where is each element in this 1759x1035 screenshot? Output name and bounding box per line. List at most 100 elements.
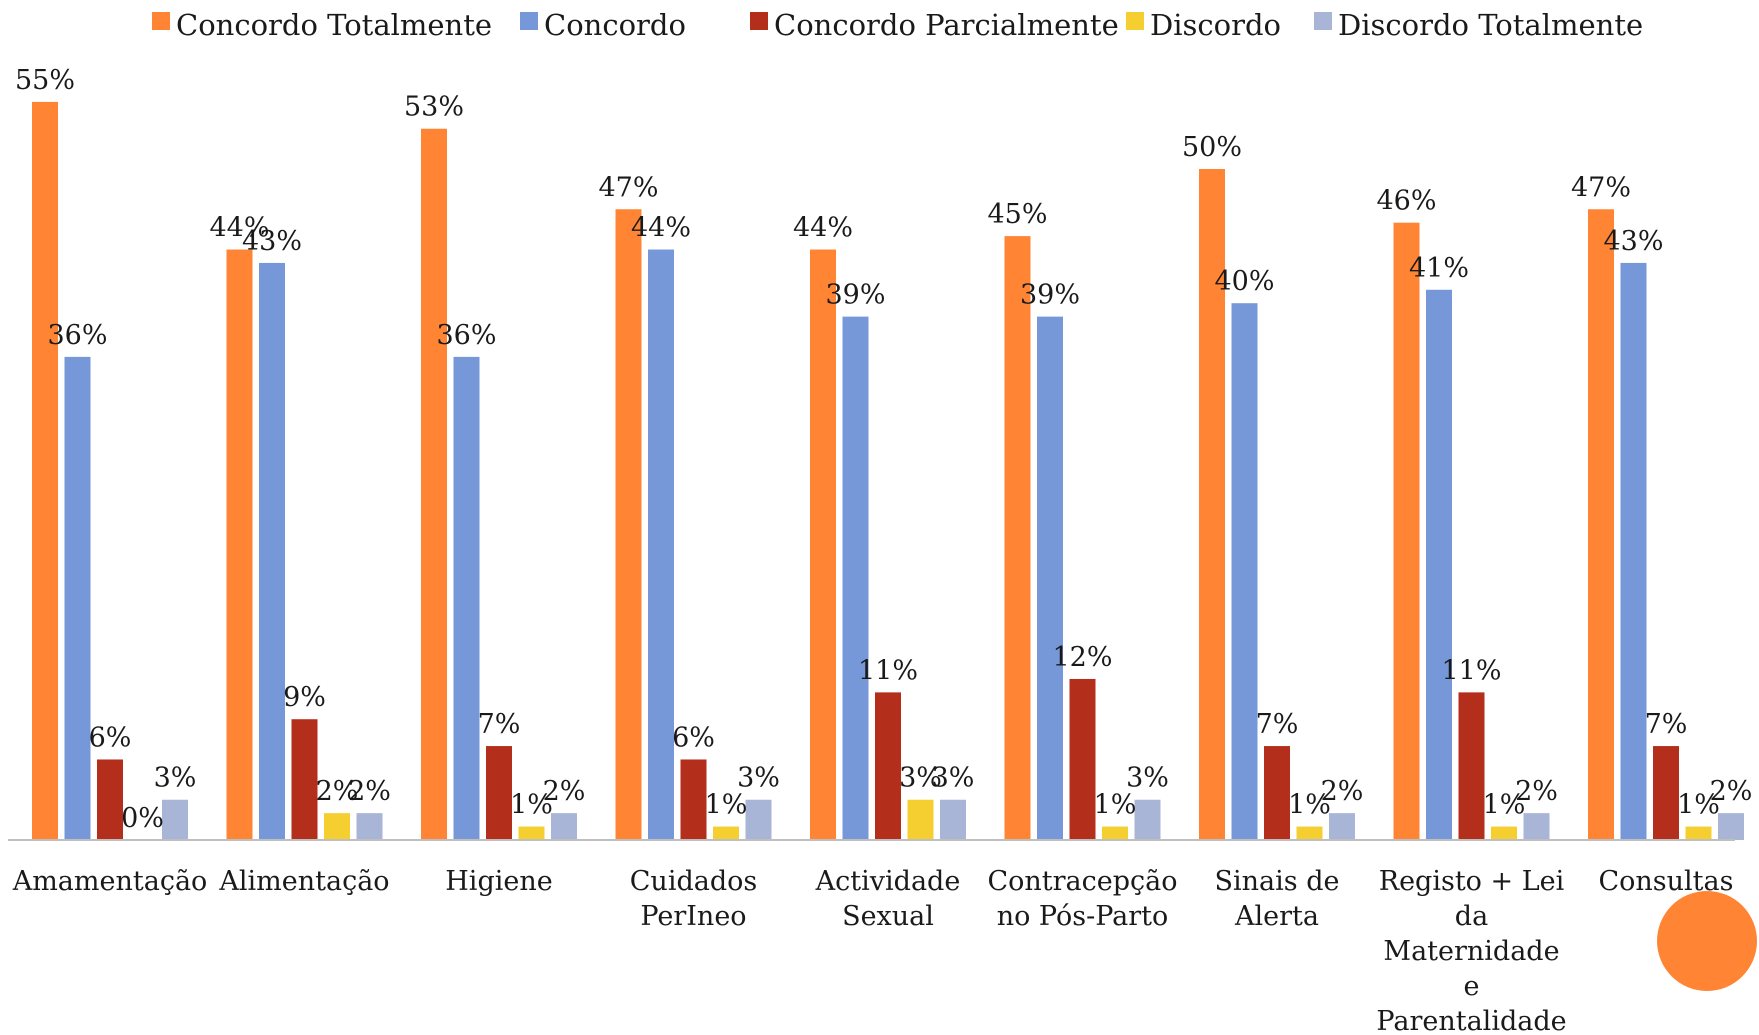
- bar-consultas-concordo-parcialmente: [1653, 746, 1679, 840]
- data-label: 55%: [15, 65, 75, 96]
- bar-consultas-discordo: [1685, 826, 1712, 840]
- bar-alimentacao-discordo: [324, 813, 350, 840]
- bar-consultas-concordo-totalmente: [1588, 209, 1614, 840]
- data-labels: 55%36%6%0%3%44%43%9%2%2%53%36%7%1%2%47%4…: [15, 65, 1752, 834]
- data-label: 1%: [705, 790, 748, 821]
- decorative-circle: [1657, 891, 1757, 991]
- bar-registo-lei-da-maternidade-e-parentalidade-concordo: [1426, 289, 1452, 840]
- bar-actividade-sexual-concordo: [842, 316, 869, 840]
- bar-amamentacao-concordo: [64, 356, 91, 840]
- data-label: 36%: [47, 320, 107, 351]
- data-label: 47%: [1571, 172, 1631, 203]
- category-label-contracepcao-no-pos-parto: Contracepção no Pós-Parto: [987, 866, 1177, 932]
- data-label: 7%: [478, 709, 521, 740]
- data-label: 1%: [1677, 790, 1720, 821]
- data-label: 41%: [1409, 253, 1469, 284]
- data-label: 1%: [1483, 790, 1526, 821]
- category-labels: Amamentação Alimentação Higiene Cuidados Per…: [12, 866, 1734, 1035]
- bar-higiene-discordo-totalmente: [551, 813, 577, 840]
- legend-label-concordo: Concordo: [544, 8, 686, 42]
- category-label-cuidados-perineo: Cuidados PerIneo: [630, 866, 757, 932]
- bar-higiene-concordo-totalmente: [421, 128, 447, 841]
- category-label-sinais-de-alerta: Sinais de Alerta: [1215, 866, 1340, 932]
- bars: [32, 101, 1744, 841]
- data-label: 46%: [1376, 186, 1436, 217]
- category-label-actividade-sexual: Actividade Sexual: [815, 866, 961, 932]
- data-label: 44%: [209, 213, 269, 244]
- bar-consultas-discordo-totalmente: [1718, 813, 1744, 840]
- data-label: 40%: [1214, 266, 1274, 297]
- data-label: 1%: [1094, 790, 1137, 821]
- bar-actividade-sexual-concordo-totalmente: [810, 249, 836, 840]
- data-label: 2%: [1321, 776, 1364, 807]
- bar-alimentacao-concordo-parcialmente: [291, 719, 318, 840]
- data-label: 7%: [1256, 709, 1299, 740]
- data-label: 3%: [899, 763, 942, 794]
- data-label: 3%: [737, 763, 780, 794]
- bar-actividade-sexual-concordo-parcialmente: [875, 692, 901, 840]
- bar-amamentacao-concordo-parcialmente: [97, 759, 123, 840]
- bar-cuidados-perineo-discordo: [713, 826, 739, 840]
- bar-contracepcao-no-pos-parto-concordo: [1037, 316, 1063, 840]
- data-label: 45%: [987, 199, 1047, 230]
- bar-higiene-concordo-parcialmente: [486, 746, 512, 840]
- data-label: 1%: [1288, 790, 1331, 821]
- data-label: 3%: [1126, 763, 1169, 794]
- category-label-alimentacao: Alimentação: [218, 866, 389, 897]
- data-label: 47%: [598, 172, 658, 203]
- data-label: 11%: [858, 655, 918, 686]
- legend-label-concordo-parcialmente: Concordo Parcialmente: [774, 8, 1119, 42]
- legend-swatch-concordo: [520, 12, 538, 30]
- data-label: 3%: [932, 763, 975, 794]
- bar-registo-lei-da-maternidade-e-parentalidade-discordo: [1491, 826, 1517, 840]
- data-label: 44%: [793, 213, 853, 244]
- data-label: 50%: [1182, 132, 1242, 163]
- data-label: 53%: [404, 92, 464, 123]
- bar-cuidados-perineo-discordo-totalmente: [745, 799, 772, 840]
- data-label: 6%: [672, 722, 715, 753]
- data-label: 9%: [283, 682, 326, 713]
- legend-swatch-discordo: [1126, 12, 1144, 30]
- bar-registo-lei-da-maternidade-e-parentalidade-discordo-totalmente: [1523, 813, 1550, 840]
- data-label: 39%: [825, 280, 885, 311]
- data-label: 2%: [1515, 776, 1558, 807]
- bar-amamentacao-concordo-totalmente: [32, 101, 58, 840]
- category-label-higiene: Higiene: [445, 866, 552, 897]
- legend-swatch-discordo-totalmente: [1314, 12, 1332, 30]
- data-label: 2%: [543, 776, 586, 807]
- legend-label-discordo-totalmente: Discordo Totalmente: [1338, 8, 1643, 42]
- bar-sinais-de-alerta-concordo-totalmente: [1199, 169, 1225, 840]
- bar-alimentacao-concordo-totalmente: [226, 249, 253, 840]
- bar-alimentacao-discordo-totalmente: [356, 813, 383, 840]
- bar-sinais-de-alerta-discordo-totalmente: [1329, 813, 1355, 840]
- bar-consultas-concordo: [1620, 262, 1647, 840]
- data-label: 2%: [316, 776, 359, 807]
- bar-contracepcao-no-pos-parto-discordo-totalmente: [1134, 799, 1161, 840]
- legend-swatch-concordo-parcialmente: [750, 12, 768, 30]
- bar-cuidados-perineo-concordo: [648, 249, 674, 840]
- bar-actividade-sexual-discordo-totalmente: [940, 799, 966, 840]
- category-label-registo-lei-da-maternidade-e-parentalidade: Registo + Lei da Maternidade e Parentalidade: [1376, 866, 1566, 1035]
- bar-contracepcao-no-pos-parto-concordo-totalmente: [1004, 236, 1031, 841]
- data-label: 0%: [121, 803, 164, 834]
- bar-contracepcao-no-pos-parto-concordo-parcialmente: [1069, 678, 1096, 840]
- bar-sinais-de-alerta-discordo: [1296, 826, 1323, 840]
- bar-higiene-discordo: [518, 826, 545, 840]
- bar-registo-lei-da-maternidade-e-parentalidade-concordo-totalmente: [1393, 222, 1420, 840]
- bar-amamentacao-discordo-totalmente: [162, 799, 188, 840]
- bar-cuidados-perineo-concordo-parcialmente: [680, 759, 707, 840]
- bar-sinais-de-alerta-concordo-parcialmente: [1264, 746, 1290, 840]
- bar-higiene-concordo: [453, 356, 480, 840]
- data-label: 44%: [631, 213, 691, 244]
- bar-alimentacao-concordo: [259, 262, 285, 840]
- data-label: 2%: [1710, 776, 1753, 807]
- legend-label-concordo-totalmente: Concordo Totalmente: [176, 8, 492, 42]
- data-label: 1%: [510, 790, 553, 821]
- data-label: 43%: [1603, 226, 1663, 257]
- data-label: 6%: [89, 722, 132, 753]
- bar-sinais-de-alerta-concordo: [1231, 303, 1258, 840]
- legend-swatch-concordo-totalmente: [152, 12, 170, 30]
- bar-registo-lei-da-maternidade-e-parentalidade-concordo-parcialmente: [1458, 692, 1485, 840]
- data-label: 3%: [154, 763, 197, 794]
